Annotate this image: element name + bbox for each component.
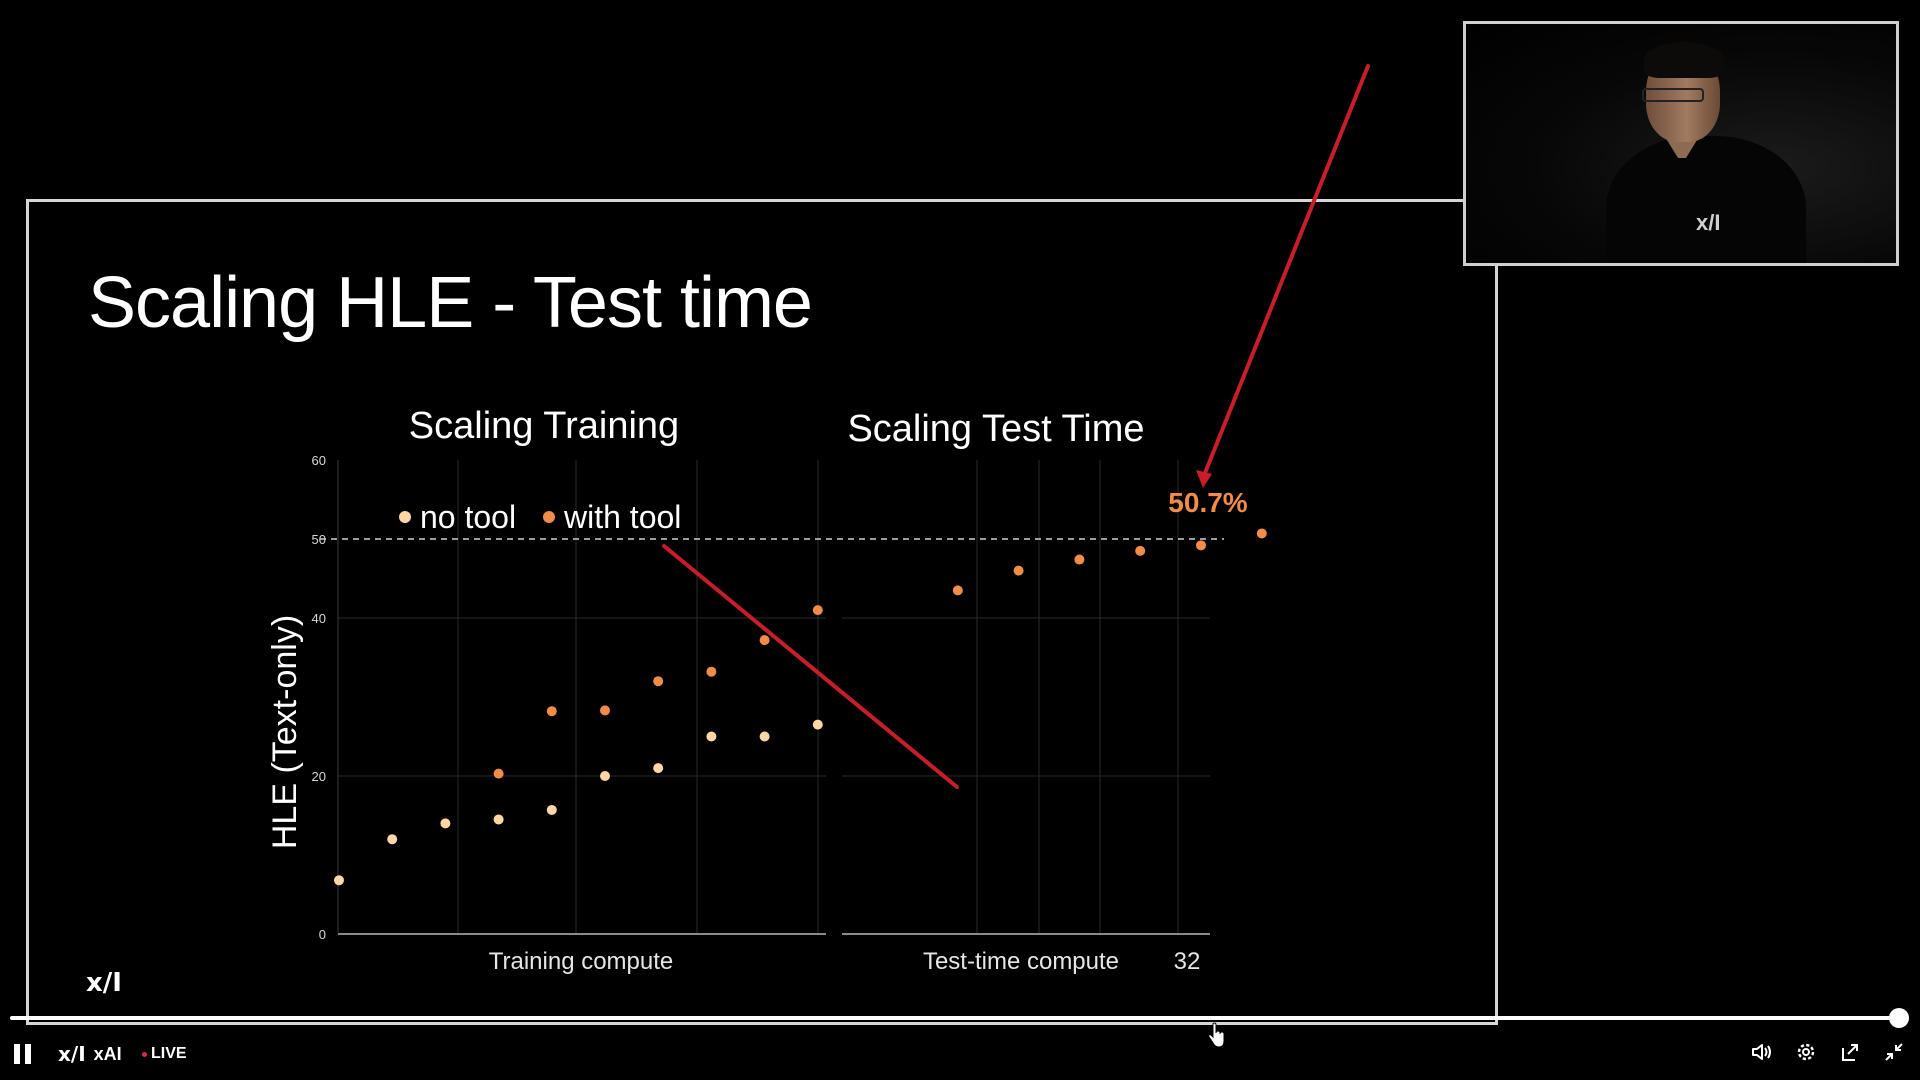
progress-knob[interactable]: [1889, 1008, 1909, 1028]
xai-logo-icon: x/I: [58, 1042, 86, 1066]
x-axis-label: Training compute: [489, 948, 674, 975]
data-point-with-tool: [1196, 540, 1206, 551]
live-dot-icon: [142, 1051, 147, 1057]
y-tick-label: 60: [312, 453, 326, 468]
y-axis-label: HLE (Text-only): [266, 615, 304, 849]
y-tick-label: 20: [312, 769, 326, 784]
data-point-with-tool: [706, 666, 717, 677]
presenter-glasses: [1642, 88, 1704, 102]
live-badge: LIVE: [142, 1040, 187, 1068]
data-point-no-tool: [546, 804, 557, 815]
panel-title: Scaling Training: [409, 405, 679, 447]
data-point-with-tool: [1135, 545, 1146, 556]
annotation-stroke-line: [662, 544, 959, 789]
legend-label-no-tool: no tool: [420, 499, 516, 535]
volume-button[interactable]: [1750, 1040, 1774, 1064]
data-point-no-tool: [493, 814, 504, 825]
pause-icon: [14, 1044, 20, 1064]
panel-title: Scaling Test Time: [847, 408, 1144, 450]
progress-bar[interactable]: [10, 1016, 1900, 1020]
data-point-no-tool: [440, 818, 451, 829]
volume-icon: [1752, 1044, 1771, 1060]
live-label: LIVE: [151, 1045, 187, 1062]
data-point-with-tool: [1256, 528, 1267, 539]
channel-name: xAI: [93, 1043, 122, 1064]
mouse-cursor-icon: [1207, 1022, 1225, 1048]
y-tick-label: 40: [312, 611, 326, 626]
data-point-with-tool: [952, 585, 963, 596]
xai-slide-logo: x/I: [86, 968, 122, 998]
data-point-with-tool: [1074, 554, 1085, 565]
data-point-no-tool: [706, 731, 717, 742]
data-point-no-tool: [653, 763, 664, 774]
popout-icon: [1842, 1044, 1858, 1061]
data-point-no-tool: [600, 771, 610, 781]
exit-fullscreen-icon: [1885, 1043, 1903, 1061]
data-point-with-tool: [493, 768, 504, 779]
player-right-controls: [1750, 1040, 1906, 1064]
presenter-body: [1606, 136, 1806, 263]
shirt-logo: x/I: [1696, 210, 1721, 235]
gear-icon: [1797, 1043, 1815, 1061]
slide-frame: [26, 199, 1498, 1025]
legend-label-with-tool: with tool: [563, 499, 681, 535]
data-point-with-tool: [759, 635, 770, 646]
data-point-no-tool: [387, 834, 398, 845]
data-point-with-tool: [653, 676, 664, 687]
data-point-no-tool: [334, 875, 344, 886]
channel-info[interactable]: x/I xAI: [58, 1040, 122, 1068]
popout-button[interactable]: [1838, 1040, 1862, 1064]
exit-fullscreen-button[interactable]: [1882, 1040, 1906, 1064]
annotation-arrow-head: [1196, 470, 1212, 488]
data-point-no-tool: [759, 731, 770, 742]
presenter-hair: [1644, 42, 1724, 78]
pause-icon-bar: [25, 1044, 31, 1064]
data-point-with-tool: [546, 706, 557, 717]
y-tick-label: 0: [319, 927, 326, 942]
legend-marker-with-tool: [543, 511, 555, 523]
data-point-with-tool: [600, 705, 610, 716]
settings-button[interactable]: [1794, 1040, 1818, 1064]
x-end-tick-label: 32: [1174, 948, 1201, 975]
data-point-no-tool: [812, 719, 823, 730]
highlight-value-label: 50.7%: [1168, 487, 1247, 518]
presenter-camera: x/I: [1463, 21, 1899, 266]
data-point-with-tool: [812, 605, 823, 616]
y-tick-label: 50: [312, 532, 326, 547]
annotation-arrow-line: [1201, 64, 1370, 480]
legend-marker-no-tool: [399, 511, 411, 523]
data-point-with-tool: [1013, 565, 1024, 576]
x-axis-label: Test-time compute: [923, 948, 1119, 975]
pause-button[interactable]: [14, 1040, 40, 1068]
slide-title: Scaling HLE - Test time: [88, 263, 813, 343]
